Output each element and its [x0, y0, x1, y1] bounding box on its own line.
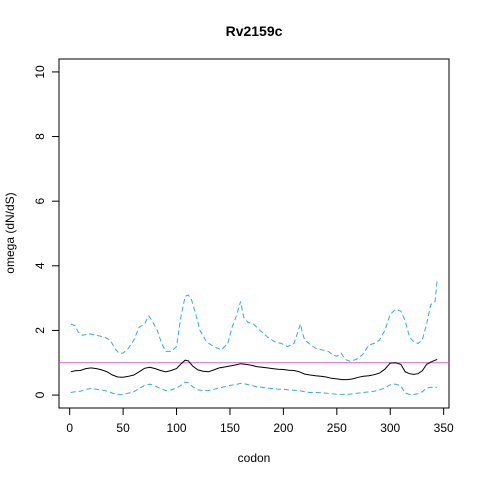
x-tick-label: 0 — [66, 421, 73, 435]
series-line-estimate — [70, 359, 438, 381]
x-tick-label: 100 — [167, 421, 187, 435]
y-tick-label: 6 — [33, 198, 47, 205]
plot-frame — [58, 58, 450, 409]
y-tick-label: 10 — [33, 65, 47, 79]
x-tick-label: 300 — [380, 421, 400, 435]
y-axis: 0 2 4 6 8 10 — [33, 65, 60, 398]
x-axis-label: codon — [238, 451, 271, 465]
x-tick-label: 350 — [434, 421, 454, 435]
series-layer — [70, 278, 438, 395]
x-tick-label: 150 — [220, 421, 240, 435]
x-axis: 0 50 100 150 200 250 300 350 — [66, 407, 454, 435]
series-line-lower — [70, 381, 438, 395]
y-tick-label: 8 — [33, 133, 47, 140]
y-tick-label: 4 — [33, 262, 47, 269]
x-tick-label: 250 — [327, 421, 347, 435]
y-tick-label: 2 — [33, 327, 47, 334]
y-tick-label: 0 — [33, 391, 47, 398]
chart-title: Rv2159c — [226, 23, 283, 39]
y-axis-label: omega (dN/dS) — [3, 192, 17, 273]
series-line-upper — [70, 278, 438, 362]
x-tick-label: 200 — [273, 421, 293, 435]
x-tick-label: 50 — [116, 421, 130, 435]
